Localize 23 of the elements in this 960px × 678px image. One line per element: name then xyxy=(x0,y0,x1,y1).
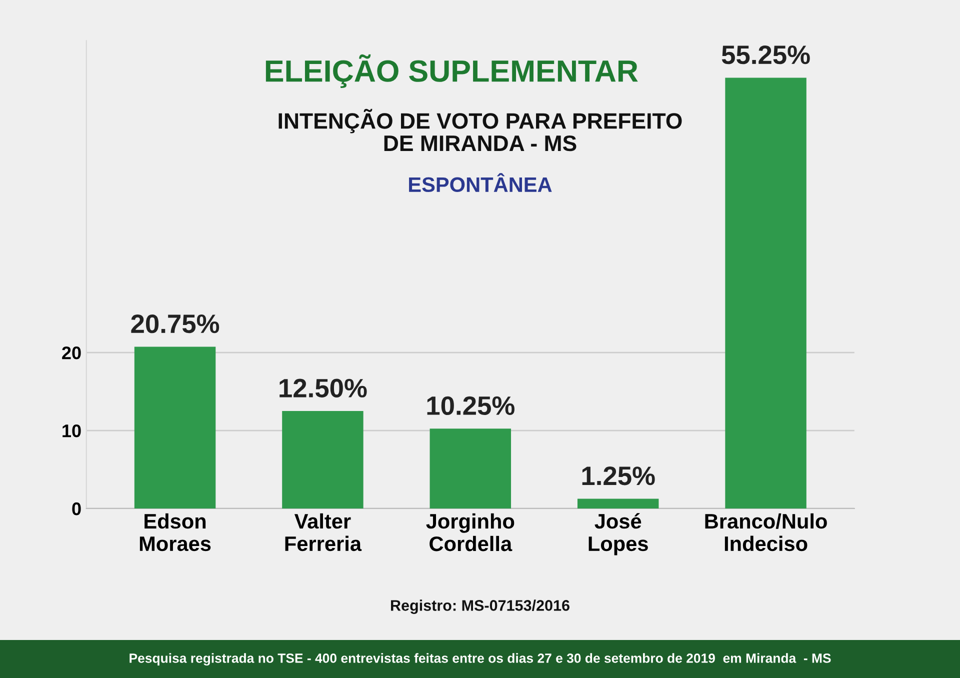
text: Registro: MS-07153/2016 xyxy=(391,600,570,614)
bar xyxy=(725,78,806,508)
text: Pesquisa registrada no TSE - 400 entrevistas feitas entre os dias 27 e 30 de setembro de 2019 em Miranda - MS xyxy=(130,653,831,666)
bar xyxy=(430,428,512,508)
data-label: 10.25% xyxy=(427,396,514,416)
y-tick-label: 0 xyxy=(72,502,81,516)
annotation: ESPONTÂNEA xyxy=(409,173,552,192)
data-label: 12.50% xyxy=(280,378,367,398)
x-tick-label: Jorginho Cordella xyxy=(426,513,514,552)
y-tick-label: 20 xyxy=(62,346,81,360)
bar xyxy=(282,411,364,508)
chart-title: ELEIÇÃO SUPLEMENTAR xyxy=(266,54,638,88)
bar xyxy=(577,498,659,508)
data-label: 20.75% xyxy=(131,314,220,334)
y-tick-label: 10 xyxy=(62,424,81,438)
text: INTENÇÃO DE VOTO PARA PREFEITO DE MIRANDA - MS xyxy=(278,108,682,152)
bar xyxy=(134,346,216,508)
data-label: 1.25% xyxy=(582,466,655,486)
x-tick-label: Branco/Nulo Indeciso xyxy=(705,513,827,552)
x-tick-label: Edson Moraes xyxy=(140,513,211,552)
data-label: 55.25% xyxy=(722,45,810,64)
x-tick-label: Valter Ferreria xyxy=(285,513,362,552)
x-tick-label: José Lopes xyxy=(588,513,648,556)
